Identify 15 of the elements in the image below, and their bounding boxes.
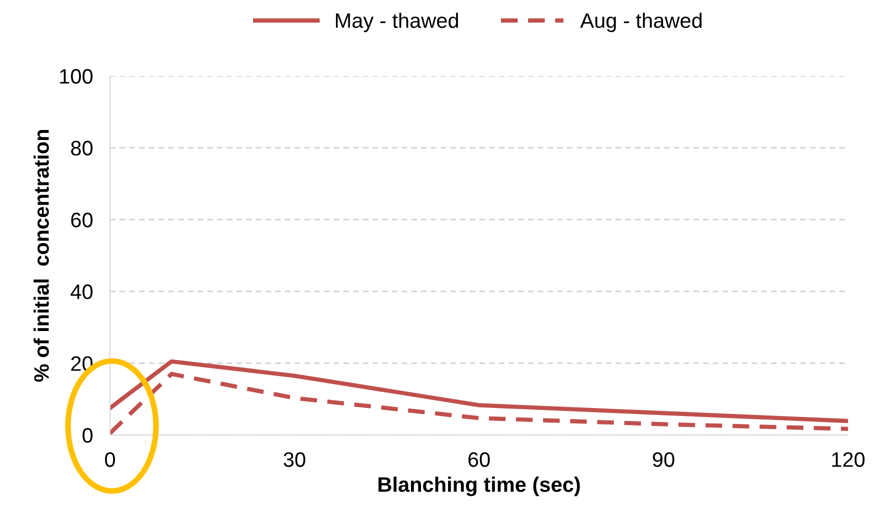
x-tick-label: 120: [832, 452, 865, 467]
y-tick-label: 0: [82, 428, 93, 443]
y-tick-label: 40: [70, 284, 93, 300]
y-tick-label: 60: [71, 212, 93, 228]
y-tick-label: 80: [71, 140, 93, 156]
x-tick-label: 60: [468, 452, 490, 467]
x-axis-title: Blanching time (sec): [378, 476, 580, 496]
line-series: [110, 359, 848, 424]
legend-label: May - thawed: [336, 12, 458, 32]
legend-label: Aug - thawed: [580, 12, 702, 32]
x-tick-label: 30: [284, 452, 306, 467]
x-tick-label: 0: [105, 452, 115, 467]
y-axis-title: % of initial concentration: [34, 130, 49, 382]
x-tick-label: 90: [652, 452, 674, 467]
y-tick-label: 100: [60, 69, 93, 84]
